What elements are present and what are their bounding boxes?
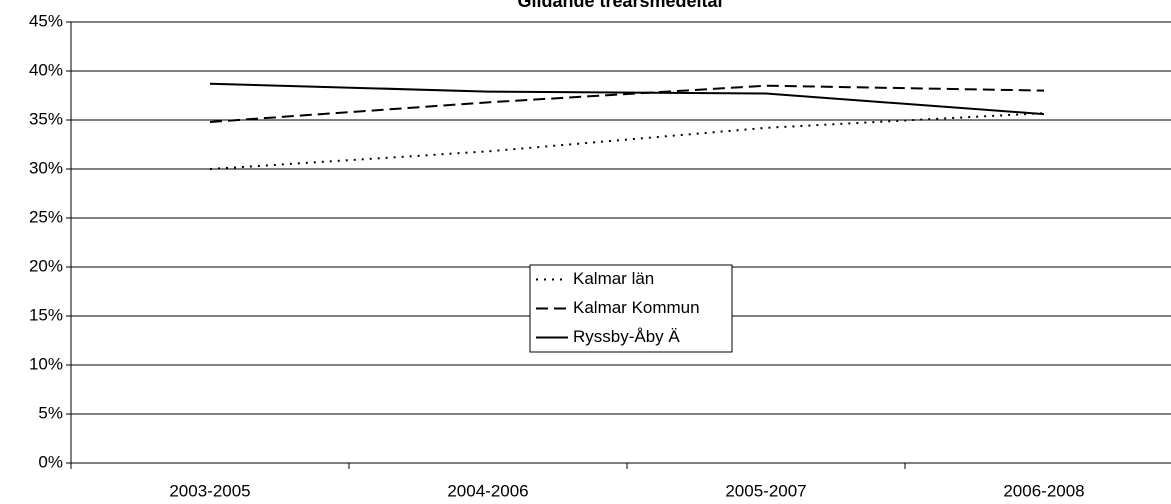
legend-label: Ryssby-Åby Ä [573, 327, 680, 346]
y-tick-label: 10% [29, 354, 63, 373]
legend-label: Kalmar län [573, 269, 654, 288]
series-line [209, 84, 1045, 123]
x-tick-label: 2005-2007 [725, 481, 806, 500]
series-line [209, 112, 1045, 170]
y-tick-label: 20% [29, 256, 63, 275]
chart-title: Glidande treårsmedeltal [517, 0, 722, 11]
series-line [209, 82, 1045, 116]
y-tick-label: 15% [29, 305, 63, 324]
y-tick-label: 35% [29, 109, 63, 128]
y-tick-label: 40% [29, 60, 63, 79]
y-tick-label: 25% [29, 207, 63, 226]
y-tick-label: 45% [29, 11, 63, 30]
x-tick-label: 2003-2005 [169, 481, 250, 500]
x-tick-label: 2004-2006 [447, 481, 528, 500]
y-tick-label: 0% [38, 452, 63, 471]
y-tick-label: 30% [29, 158, 63, 177]
legend-label: Kalmar Kommun [573, 298, 700, 317]
x-tick-label: 2006-2008 [1003, 481, 1084, 500]
y-tick-label: 5% [38, 403, 63, 422]
